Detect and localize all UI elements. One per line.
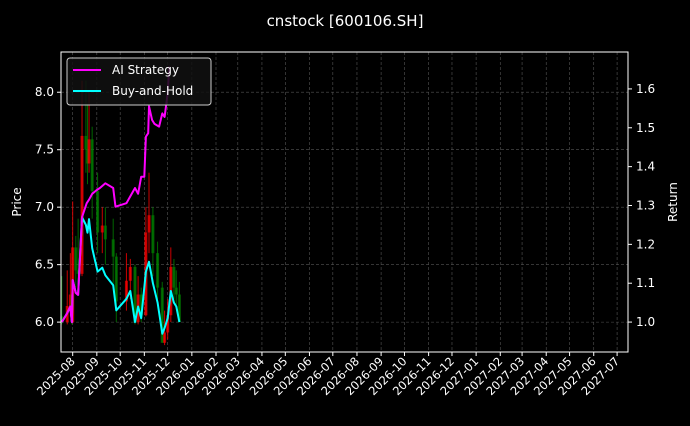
legend-label-bh: Buy-and-Hold xyxy=(112,84,193,98)
candle-body xyxy=(74,247,78,271)
candle-body xyxy=(76,270,80,274)
candle-body xyxy=(114,256,118,302)
candle-body xyxy=(111,239,115,257)
candle-body xyxy=(85,149,89,164)
y-tick-label-left: 7.0 xyxy=(35,200,54,214)
candle-body xyxy=(147,215,151,233)
y-tick-label-right: 1.5 xyxy=(636,121,655,135)
candle-body xyxy=(163,332,167,343)
y-axis-label-right: Return xyxy=(666,182,680,222)
candle-body xyxy=(128,266,132,281)
y-tick-label-right: 1.1 xyxy=(636,276,655,290)
ai-strategy-line xyxy=(60,66,171,324)
candle-body xyxy=(100,225,104,233)
candle-body xyxy=(68,294,72,307)
y-tick-label-left: 7.5 xyxy=(35,143,54,157)
y-axis-label-left: Price xyxy=(10,187,24,216)
candle-body xyxy=(160,287,164,343)
y-tick-label-left: 8.0 xyxy=(35,85,54,99)
y-tick-label-right: 1.3 xyxy=(636,198,655,212)
y-tick-label-left: 6.0 xyxy=(35,315,54,329)
candle-body xyxy=(156,253,160,288)
candle-body xyxy=(139,294,143,316)
candle-body xyxy=(124,280,128,302)
candle-body xyxy=(133,266,137,323)
legend-label-ai: AI Strategy xyxy=(112,63,179,77)
candle-body xyxy=(174,287,178,295)
legend: AI Strategy Buy-and-Hold xyxy=(66,57,212,106)
y-tick-label-right: 1.6 xyxy=(636,82,655,96)
candle-body xyxy=(151,215,155,254)
candle-body xyxy=(80,135,84,274)
y-tick-label-right: 1.4 xyxy=(636,160,655,174)
series-lines xyxy=(60,66,181,335)
chart-title: cnstock [600106.SH] xyxy=(267,12,424,30)
candle-body xyxy=(90,139,94,192)
candle-body xyxy=(96,191,100,233)
candle-body xyxy=(166,315,170,333)
candle-body xyxy=(87,139,91,164)
y-tick-label-left: 6.5 xyxy=(35,258,54,272)
y-tick-label-right: 1.0 xyxy=(636,315,655,329)
candle-body xyxy=(60,316,64,323)
candle-body xyxy=(177,294,181,323)
ticks: 2025-082025-092025-102025-112025-122026-… xyxy=(34,82,655,398)
candle-body xyxy=(172,266,176,288)
candle-body xyxy=(84,135,88,150)
y-tick-label-right: 1.2 xyxy=(636,237,655,251)
candle-body xyxy=(103,225,107,240)
plot-frame xyxy=(60,51,629,353)
